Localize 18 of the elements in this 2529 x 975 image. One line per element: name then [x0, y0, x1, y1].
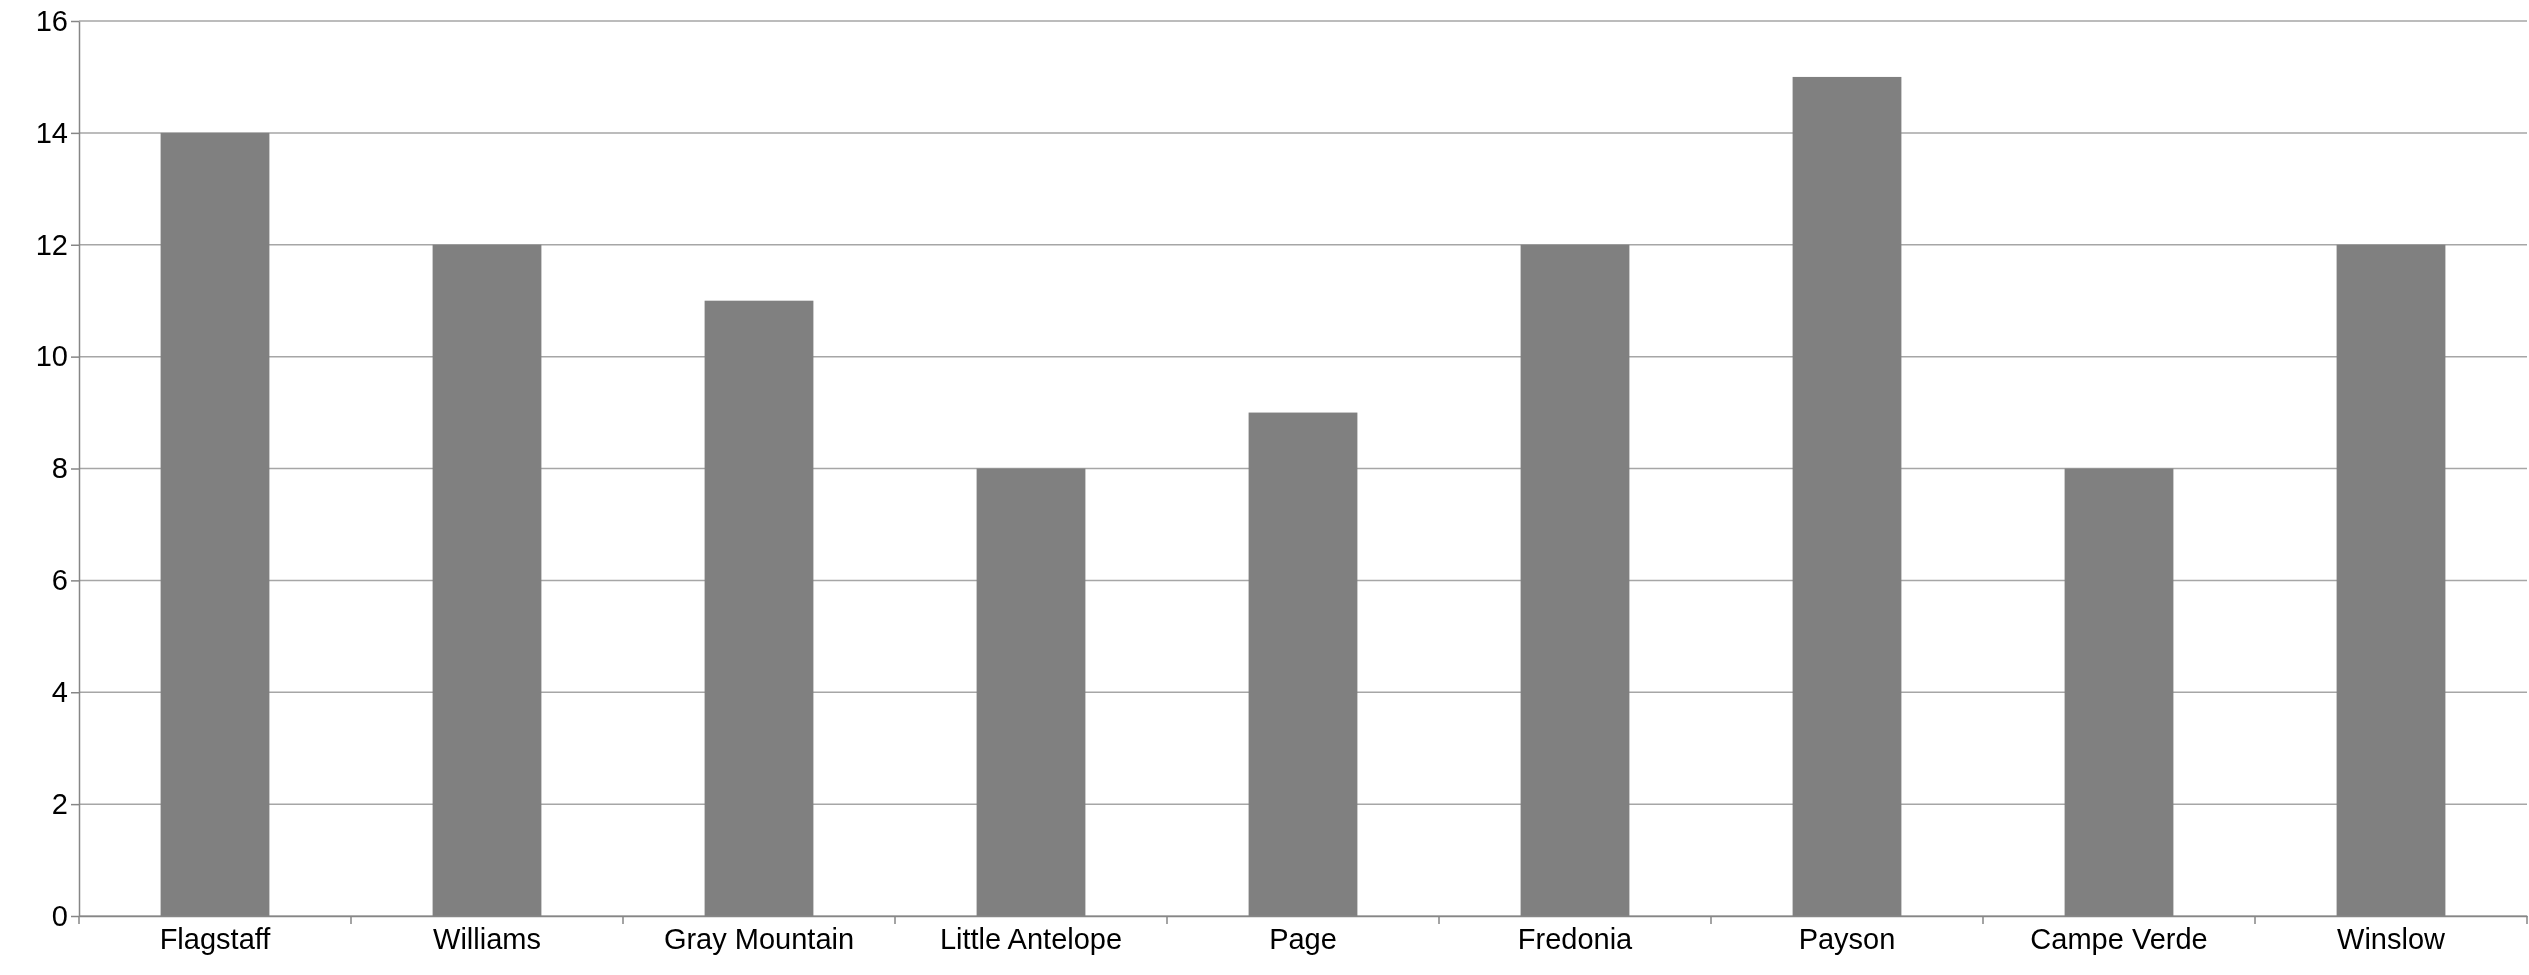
y-tick-label: 6	[51, 564, 68, 597]
y-tick-label: 16	[35, 4, 68, 37]
x-tick-label: Campe Verde	[2030, 922, 2208, 955]
x-tick-label: Fredonia	[1517, 922, 1634, 955]
x-tick-label: Little Antelope	[939, 922, 1123, 955]
y-tick-label: 14	[35, 116, 68, 149]
y-tick-label: 2	[51, 787, 68, 820]
y-tick-label: 10	[35, 340, 68, 373]
x-tick-label: Gray Mountain	[663, 922, 855, 955]
x-tick-label: Winslow	[2337, 922, 2447, 955]
x-tick-label: Payson	[1798, 922, 1896, 955]
y-tick-label: 12	[35, 228, 68, 261]
y-tick-label: 4	[51, 676, 68, 709]
x-tick-label: Page	[1269, 922, 1337, 955]
x-tick-label: Williams	[433, 922, 541, 955]
y-tick-label: 8	[51, 452, 68, 485]
y-tick-label: 0	[51, 899, 68, 932]
x-tick-label: Flagstaff	[159, 922, 272, 955]
